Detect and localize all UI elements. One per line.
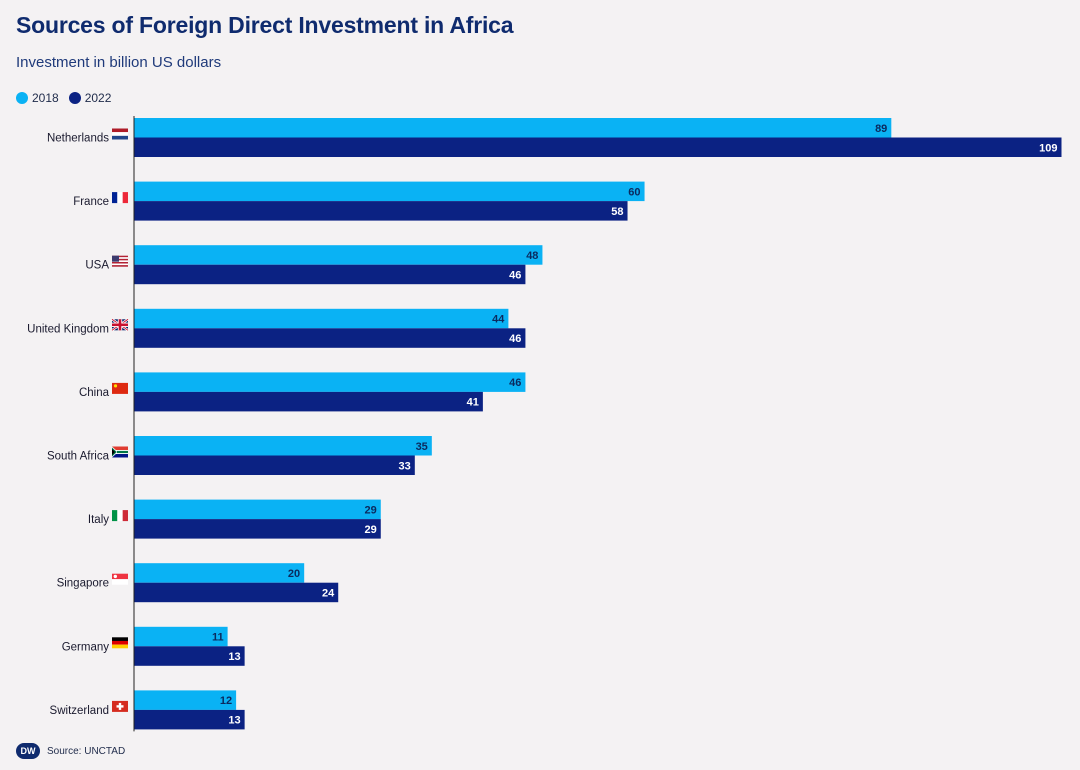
south-africa-flag-icon xyxy=(112,452,128,458)
category-label-singapore: Singapore xyxy=(57,578,109,590)
switzerland-flag-icon xyxy=(116,705,124,708)
legend-swatch-2018 xyxy=(16,92,28,104)
italy-flag-icon xyxy=(122,510,128,522)
data-label-2018-france: 60 xyxy=(628,186,640,198)
singapore-flag-icon xyxy=(113,574,118,579)
category-label-south-africa: South Africa xyxy=(47,451,110,463)
france-flag-icon xyxy=(122,192,128,204)
data-label-2022-netherlands: 109 xyxy=(1039,142,1057,154)
data-label-2018-germany: 11 xyxy=(212,632,224,644)
usa-flag-icon xyxy=(112,260,128,262)
bar-2022-china xyxy=(134,391,483,412)
bar-2018-singapore xyxy=(134,563,305,583)
bar-2018-usa xyxy=(134,245,543,265)
data-label-2018-south-africa: 35 xyxy=(416,441,428,453)
usa-flag-icon xyxy=(112,257,128,259)
bar-2022-singapore xyxy=(134,582,339,603)
data-label-2018-italy: 29 xyxy=(365,504,377,516)
data-label-2018-china: 46 xyxy=(509,377,521,389)
bar-2018-germany xyxy=(134,626,228,647)
bar-2022-south-africa xyxy=(134,455,415,475)
usa-flag-icon xyxy=(112,263,128,266)
germany-flag-icon xyxy=(112,637,128,641)
south-africa-flag-icon xyxy=(112,446,128,452)
singapore-flag-icon xyxy=(112,579,128,585)
bar-2018-netherlands xyxy=(134,118,892,138)
data-label-2022-usa: 46 xyxy=(509,269,521,281)
legend-swatch-2022 xyxy=(68,92,81,104)
usa-flag-icon xyxy=(112,261,128,264)
bar-2022-france xyxy=(134,201,628,221)
category-label-germany: Germany xyxy=(62,641,110,653)
data-label-2018-singapore: 20 xyxy=(288,568,300,580)
germany-flag-icon xyxy=(112,644,128,649)
category-label-italy: Italy xyxy=(88,514,109,526)
data-label-2022-china: 41 xyxy=(467,397,479,409)
bar-2022-netherlands xyxy=(134,137,1062,157)
data-label-2022-italy: 29 xyxy=(365,524,377,536)
united-kingdom-flag-icon xyxy=(112,323,128,327)
usa-flag-icon xyxy=(112,255,128,258)
bar-2022-united-kingdom xyxy=(134,328,526,348)
south-africa-flag-icon xyxy=(117,450,128,454)
netherlands-flag-icon xyxy=(112,132,128,136)
usa-flag-icon xyxy=(112,255,119,262)
china-flag-icon xyxy=(112,382,128,394)
category-label-netherlands: Netherlands xyxy=(47,133,109,145)
south-africa-flag-icon xyxy=(112,449,115,455)
legend-item-2022: 2022 xyxy=(68,91,112,105)
china-flag-icon xyxy=(113,384,118,388)
category-label-usa: USA xyxy=(85,260,109,272)
netherlands-flag-icon xyxy=(112,128,128,133)
data-label-2022-united-kingdom: 46 xyxy=(509,333,521,345)
dw-logo-icon: DW xyxy=(16,743,40,759)
data-label-2018-usa: 48 xyxy=(526,250,538,262)
data-label-2022-south-africa: 33 xyxy=(399,460,411,472)
legend-label-2018: 2018 xyxy=(32,91,59,105)
chart-title: Sources of Foreign Direct Investment in … xyxy=(16,12,514,38)
bar-2022-switzerland xyxy=(134,709,245,730)
bar-2018-switzerland xyxy=(134,690,237,710)
legend-label-2022: 2022 xyxy=(84,91,112,105)
category-label-china: China xyxy=(79,387,110,399)
france-flag-icon xyxy=(117,192,123,204)
italy-flag-icon xyxy=(112,510,118,522)
category-label-switzerland: Switzerland xyxy=(50,705,109,717)
category-label-united-kingdom: United Kingdom xyxy=(27,323,109,335)
bar-2018-france xyxy=(134,181,645,202)
legend: 2018 2022 xyxy=(16,91,111,105)
data-label-2018-switzerland: 12 xyxy=(220,695,232,707)
bar-2018-south-africa xyxy=(134,436,432,456)
singapore-flag-icon xyxy=(112,573,128,580)
data-label-2022-singapore: 24 xyxy=(322,587,335,599)
footer: DW Source: UNCTAD xyxy=(16,743,125,759)
source-note: Source: UNCTAD xyxy=(47,745,126,757)
bar-2022-usa xyxy=(134,264,526,285)
bar-2018-china xyxy=(134,372,526,392)
data-label-2018-netherlands: 89 xyxy=(875,123,887,135)
netherlands-flag-icon xyxy=(112,135,128,140)
usa-flag-icon xyxy=(112,258,128,261)
chart-subtitle: Investment in billion US dollars xyxy=(16,54,222,71)
usa-flag-icon xyxy=(112,265,128,267)
category-label-france: France xyxy=(73,196,109,208)
italy-flag-icon xyxy=(117,510,123,522)
bar-2022-italy xyxy=(134,519,381,539)
data-label-2022-germany: 13 xyxy=(228,651,240,663)
bar-2018-italy xyxy=(134,499,381,520)
france-flag-icon xyxy=(112,192,118,204)
data-label-2022-france: 58 xyxy=(611,206,623,218)
legend-item-2018: 2018 xyxy=(16,91,59,105)
bar-2022-germany xyxy=(134,646,245,666)
data-label-2022-switzerland: 13 xyxy=(228,715,240,727)
bar-2018-united-kingdom xyxy=(134,308,509,329)
germany-flag-icon xyxy=(112,640,128,645)
data-label-2018-united-kingdom: 44 xyxy=(492,314,505,326)
